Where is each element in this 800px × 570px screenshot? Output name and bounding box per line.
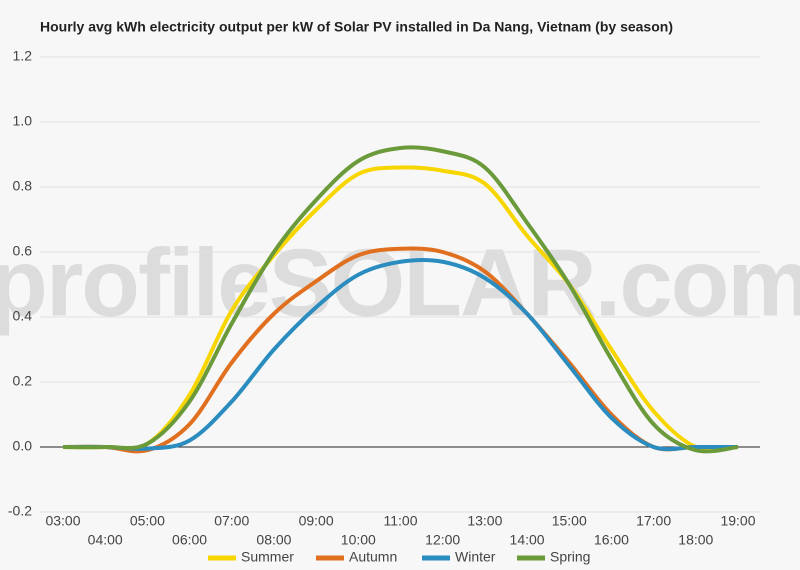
legend-label: Autumn <box>349 549 397 565</box>
series-line <box>62 246 738 454</box>
x-tick-label: 06:00 <box>172 532 207 548</box>
x-tick-label: 11:00 <box>384 513 418 529</box>
x-tick-label: 04:00 <box>88 532 123 548</box>
x-tick-label: 07:00 <box>214 513 249 529</box>
series-line <box>62 145 739 454</box>
x-tick-label: 17:00 <box>636 513 671 529</box>
legend-label: Summer <box>241 549 294 565</box>
y-tick-label: 0.8 <box>13 178 33 194</box>
x-tick-label: 14:00 <box>510 532 545 548</box>
x-tick-label: 08:00 <box>256 532 291 548</box>
x-tick-label: 13:00 <box>467 513 502 529</box>
y-tick-label: -0.2 <box>8 503 32 519</box>
series-line <box>62 257 738 452</box>
x-tick-label: 12:00 <box>425 532 460 548</box>
series-line <box>62 165 739 452</box>
y-tick-label: 0.2 <box>13 373 33 389</box>
y-tick-label: 1.2 <box>13 48 33 64</box>
legend-label: Spring <box>550 549 590 565</box>
x-tick-label: 15:00 <box>552 513 587 529</box>
y-tick-label: 0.6 <box>13 243 33 259</box>
x-tick-label: 19:00 <box>720 513 755 529</box>
y-tick-label: 0.0 <box>13 438 33 454</box>
x-tick-label: 10:00 <box>341 532 376 548</box>
x-tick-label: 05:00 <box>130 513 165 529</box>
x-tick-label: 18:00 <box>678 532 713 548</box>
y-tick-label: 0.4 <box>13 308 33 324</box>
legend-label: Winter <box>455 549 496 565</box>
watermark: profileSOLAR.com <box>0 229 800 336</box>
x-tick-label: 16:00 <box>594 532 629 548</box>
x-tick-label: 03:00 <box>45 513 80 529</box>
y-tick-label: 1.0 <box>13 113 33 129</box>
chart-title: Hourly avg kWh electricity output per kW… <box>40 19 673 35</box>
x-tick-label: 09:00 <box>299 513 334 529</box>
